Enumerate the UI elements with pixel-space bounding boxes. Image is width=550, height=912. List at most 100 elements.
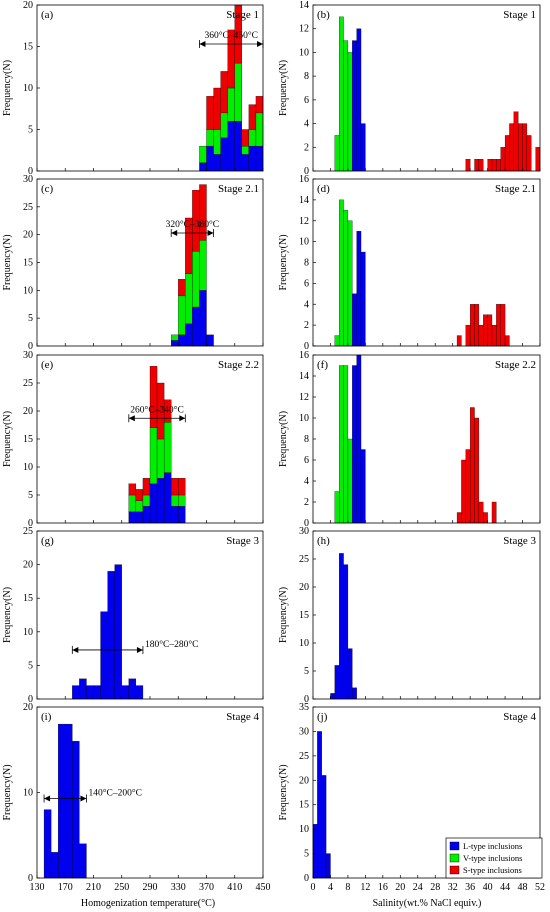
y-tick-label-j-0: 0 — [304, 873, 309, 884]
bar-e-4-l — [156, 478, 165, 524]
x-tick-label-j-20: 20 — [395, 882, 405, 893]
bar-d-15-s — [496, 304, 501, 347]
bar-j-3-l — [325, 853, 331, 879]
bar-f-13-s — [483, 512, 488, 524]
range-left-arrowhead-c — [171, 229, 178, 236]
bar-e-2-s — [142, 478, 151, 496]
y-tick-label-d-4: 4 — [304, 299, 309, 310]
bar-d-4-l — [352, 293, 357, 347]
panel-f: 0 2 4 6 8 10 12 14 16 Frequency(N) (f) Stage 2.2 — [278, 350, 541, 529]
x-tick-label-i-130: 130 — [30, 882, 45, 893]
bar-c-1-l — [178, 334, 186, 347]
bar-d-1-v — [339, 199, 344, 347]
x-tick-label-i-330: 330 — [171, 882, 186, 893]
bar-g-2-l — [86, 685, 94, 700]
bar-j-1-l — [317, 731, 322, 879]
y-tick-label-f-16: 16 — [299, 350, 309, 361]
x-tick-label-j-52: 52 — [535, 882, 545, 893]
y-tick-label-b-2: 2 — [304, 142, 309, 153]
y-tick-label-c-0: 0 — [28, 341, 33, 352]
bar-a-2-l — [213, 154, 221, 172]
bar-i-3-l — [65, 723, 73, 879]
bar-e-6-v — [171, 494, 179, 507]
y-tick-label-f-4: 4 — [304, 476, 309, 487]
bar-f-2-v — [343, 365, 349, 524]
bar-a-7-s — [248, 104, 257, 130]
bar-e-5-s — [163, 399, 172, 423]
x-tick-label-j-0: 0 — [311, 882, 316, 893]
panel-letter-a: (a) — [41, 9, 54, 21]
bar-a-8-l — [255, 145, 264, 172]
bar-i-4-l — [72, 741, 80, 879]
y-tick-label-j-20: 20 — [299, 775, 309, 786]
bar-b-2-v — [343, 40, 349, 172]
bar-b-0-v — [334, 135, 340, 172]
range-right-arrowhead-i — [80, 795, 87, 802]
panel-letter-b: (b) — [317, 9, 330, 21]
y-tick-label-i-20: 20 — [23, 702, 33, 713]
stage-label-c: Stage 2.1 — [218, 183, 259, 195]
panel-g: 0 5 10 15 20 25 Frequency(N) (g) Stage 3 180°C–28… — [2, 526, 264, 705]
bar-e-3-v — [149, 427, 158, 484]
bar-c-5-l — [206, 334, 214, 347]
y-axis-label-b: Frequency(N) — [278, 60, 289, 116]
bar-d-0-v — [334, 335, 340, 347]
bar-a-3-s — [220, 71, 228, 114]
legend-swatch-l — [449, 841, 460, 851]
panel-c: 0 5 10 15 20 25 30 Frequency(N) (c) Stage 2.1 320°… — [2, 174, 264, 352]
bar-g-4-l — [100, 611, 108, 700]
bar-c-3-l — [192, 306, 200, 347]
bar-h-2-l — [339, 553, 344, 700]
y-tick-label-h-15: 15 — [299, 610, 309, 621]
bar-i-5-l — [79, 843, 87, 879]
bar-d-13-s — [487, 314, 493, 347]
y-tick-label-e-10: 10 — [23, 462, 33, 473]
bar-a-3-l — [220, 137, 228, 172]
range-label-a: 360°C–450°C — [204, 30, 258, 41]
bar-f-9-s — [465, 449, 471, 524]
bar-a-1-v — [206, 129, 214, 147]
y-tick-label-g-10: 10 — [23, 627, 33, 638]
bar-a-7-l — [248, 145, 257, 172]
bar-e-3-l — [149, 483, 158, 524]
range-label-e: 260°C–340°C — [130, 404, 184, 415]
y-tick-label-j-10: 10 — [299, 824, 309, 835]
stage-label-g: Stage 3 — [226, 535, 259, 547]
bar-a-4-l — [227, 121, 235, 172]
x-tick-label-j-40: 40 — [483, 882, 493, 893]
y-tick-label-f-12: 12 — [299, 392, 309, 403]
bar-a-3-v — [220, 112, 228, 138]
y-tick-label-i-0: 0 — [28, 873, 33, 884]
bar-e-7-s — [178, 478, 186, 496]
bar-a-4-v — [227, 87, 235, 122]
bar-c-2-l — [185, 323, 193, 347]
bar-e-0-l — [128, 511, 137, 524]
range-right-arrowhead-a — [257, 41, 263, 48]
y-tick-label-j-30: 30 — [299, 726, 309, 737]
bar-a-1-s — [206, 96, 214, 130]
y-tick-label-e-25: 25 — [23, 378, 33, 389]
panel-e: 0 5 10 15 20 25 30 Frequency(N) (e) Stage 2.2 260°… — [2, 350, 264, 529]
y-tick-label-j-15: 15 — [299, 800, 309, 811]
legend-label-l: L-type inclusions — [463, 841, 522, 851]
bar-f-12-s — [478, 501, 484, 524]
bar-c-0-l — [171, 340, 179, 347]
y-tick-label-a-0: 0 — [28, 166, 33, 177]
bar-b-16-s — [513, 111, 519, 172]
bar-h-1-l — [334, 665, 340, 700]
bar-b-17-s — [518, 123, 523, 172]
y-tick-label-a-5: 5 — [28, 125, 33, 136]
y-tick-label-e-5: 5 — [28, 490, 33, 501]
bar-d-3-v — [347, 220, 353, 347]
y-tick-label-f-10: 10 — [299, 413, 309, 424]
stage-label-j: Stage 4 — [503, 711, 536, 723]
legend-label-v: V-type inclusions — [463, 853, 522, 863]
range-label-g: 180°C–280°C — [145, 639, 199, 650]
panel-letter-e: (e) — [41, 359, 54, 371]
x-tick-label-i-450: 450 — [256, 882, 271, 893]
bar-h-3-l — [343, 564, 349, 700]
x-axis-label-left: Homogenization temperature(°C) — [81, 898, 215, 909]
y-tick-label-j-25: 25 — [299, 751, 309, 762]
bar-a-8-v — [255, 112, 264, 147]
y-tick-label-j-5: 5 — [304, 849, 309, 860]
